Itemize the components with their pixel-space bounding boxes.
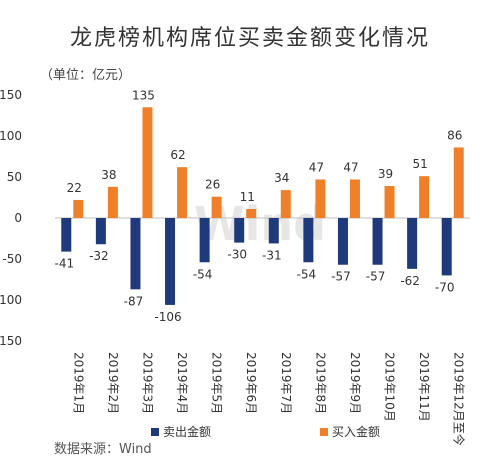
y-tick-label: -150	[0, 334, 22, 348]
x-tick-label: 2019年7月	[279, 352, 293, 414]
buy-data-label: 135	[132, 88, 155, 102]
buy-data-label: 26	[205, 178, 220, 192]
sell-data-label: -57	[331, 270, 351, 284]
sell-bar	[407, 218, 418, 269]
buy-data-label: 86	[447, 128, 462, 142]
sell-bar	[165, 218, 176, 305]
buy-data-label: 47	[343, 160, 358, 174]
y-tick-label: 50	[7, 170, 22, 184]
x-tick-label: 2019年8月	[313, 352, 327, 414]
x-tick-label: 2019年12月至今	[452, 352, 467, 446]
sell-data-label: -54	[193, 267, 213, 281]
sell-bar	[337, 218, 348, 265]
legend-label-sell: 卖出金额	[163, 424, 211, 439]
buy-data-label: 22	[67, 181, 82, 195]
sell-bar	[441, 218, 452, 276]
buy-bar	[177, 167, 188, 218]
buy-bar	[107, 186, 118, 218]
sell-bar	[303, 218, 314, 263]
sell-bar	[268, 218, 279, 244]
x-tick-label: 2019年10月	[383, 352, 397, 422]
buy-data-label: 39	[378, 167, 393, 181]
buy-bar	[384, 186, 395, 218]
x-tick-label: 2019年2月	[106, 352, 120, 414]
x-tick-label: 2019年11月	[417, 352, 431, 422]
sell-bar	[130, 218, 141, 290]
y-tick-label: 0	[14, 211, 22, 225]
sell-bar	[95, 218, 106, 245]
buy-data-label: 34	[274, 171, 289, 185]
buy-data-label: 11	[240, 190, 255, 204]
sell-bar	[199, 218, 210, 263]
buy-bar	[211, 196, 222, 218]
x-tick-label: 2019年6月	[244, 352, 258, 414]
buy-bar	[280, 190, 291, 218]
buy-bar	[315, 179, 326, 218]
source-label: 数据来源：Wind	[54, 442, 152, 457]
sell-data-label: -70	[435, 280, 455, 294]
y-tick-label: -100	[0, 293, 22, 307]
x-tick-label: 2019年9月	[348, 352, 362, 414]
x-tick-label: 2019年4月	[175, 352, 189, 414]
legend-swatch-sell	[151, 428, 159, 436]
unit-label: （单位：亿元）	[40, 68, 132, 83]
y-tick-label: -50	[2, 252, 22, 266]
buy-data-label: 38	[101, 168, 116, 182]
buy-bar	[419, 176, 430, 218]
buy-bar	[453, 147, 464, 218]
sell-bar	[372, 218, 383, 265]
legend-label-buy: 买入金额	[332, 424, 380, 439]
x-tick-label: 2019年5月	[210, 352, 224, 414]
buy-data-label: 62	[170, 148, 185, 162]
sell-data-label: -41	[54, 257, 74, 271]
sell-data-label: -30	[227, 248, 247, 262]
buy-bar	[246, 208, 257, 218]
sell-data-label: -31	[262, 248, 282, 262]
x-tick-label: 2019年3月	[140, 352, 154, 414]
sell-data-label: -106	[154, 310, 181, 324]
sell-bar	[61, 218, 72, 252]
buy-data-label: 47	[309, 160, 324, 174]
sell-data-label: -57	[366, 270, 386, 284]
y-tick-label: 150	[0, 88, 22, 102]
buy-data-label: 51	[412, 157, 427, 171]
sell-bar	[234, 218, 245, 243]
sell-data-label: -87	[124, 294, 144, 308]
sell-data-label: -54	[297, 267, 317, 281]
x-tick-label: 2019年1月	[71, 352, 85, 414]
buy-bar	[142, 107, 153, 218]
buy-bar	[73, 199, 84, 218]
buy-bar	[349, 179, 360, 218]
legend-swatch-buy	[320, 428, 328, 436]
sell-data-label: -62	[400, 274, 420, 288]
chart-title: 龙虎榜机构席位买卖金额变化情况	[69, 26, 430, 51]
y-tick-label: 100	[0, 129, 22, 143]
sell-data-label: -32	[89, 249, 109, 263]
